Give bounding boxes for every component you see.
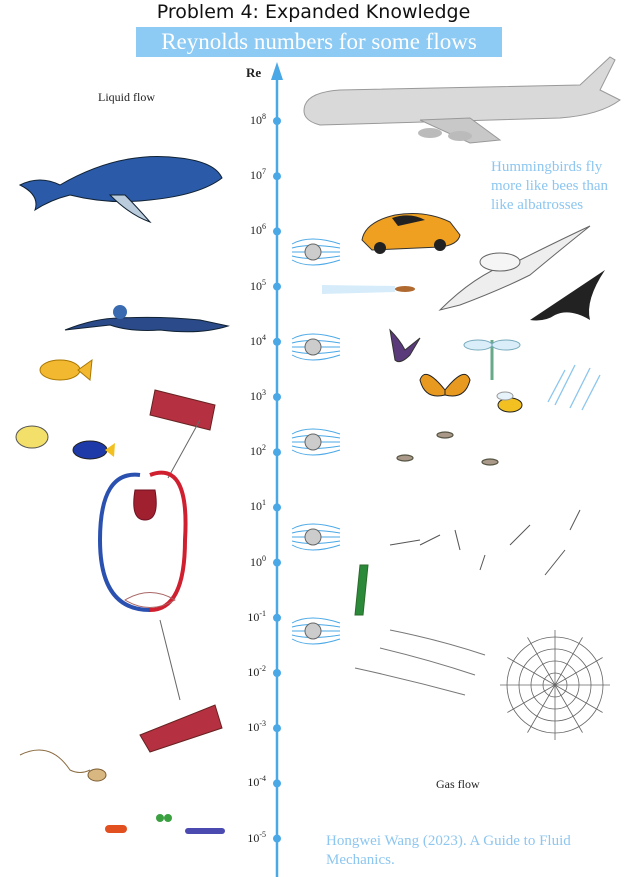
tick-label: 107 <box>250 167 266 183</box>
tick-label: 10-1 <box>247 608 266 624</box>
bullet <box>322 285 415 294</box>
heart-circulation <box>97 470 188 701</box>
tick-label: 103 <box>250 388 266 403</box>
swimmer <box>64 305 230 333</box>
tick-label: 10-4 <box>247 774 266 790</box>
web-strand <box>554 684 583 733</box>
axis-arrow <box>271 62 283 80</box>
cylinder <box>304 622 322 640</box>
tick-label: 104 <box>250 332 266 348</box>
cylinder <box>304 243 322 261</box>
tick-dot <box>273 337 281 346</box>
sports-car <box>361 213 461 254</box>
tick-dot <box>273 227 281 236</box>
tick-label: 100 <box>250 553 266 569</box>
spider-web <box>500 630 610 740</box>
axis-label: Re <box>246 65 262 80</box>
streamline <box>291 259 341 266</box>
tick-dot <box>273 117 281 125</box>
streamline <box>291 523 341 530</box>
tropical-fish <box>15 425 115 460</box>
whale <box>18 156 223 224</box>
tick-label: 108 <box>250 112 266 127</box>
page-title: Problem 4: Expanded Knowledge <box>156 1 471 23</box>
tick-dot <box>273 448 281 457</box>
web-strand <box>554 657 603 686</box>
streamline <box>291 428 341 435</box>
tick-dot <box>273 558 281 567</box>
mosquitoes <box>396 431 499 466</box>
cylinder <box>304 528 322 546</box>
citation: Hongwei Wang (2023). A Guide to Fluid Me… <box>326 833 571 868</box>
streamline <box>291 544 341 551</box>
web-ring <box>506 636 604 734</box>
artery <box>149 389 216 479</box>
tick-dot <box>273 172 281 181</box>
web-strand <box>527 637 556 686</box>
web-ring <box>518 648 592 722</box>
tick-dot <box>273 669 281 677</box>
streamline <box>291 354 341 361</box>
tick-dot <box>273 613 281 622</box>
banner-title: Reynolds numbers for some flows <box>136 27 502 57</box>
swallow <box>530 270 605 321</box>
tick-label: 10-2 <box>247 664 266 679</box>
gas-flow-label: Gas flow <box>436 777 480 791</box>
tick-dot <box>273 779 281 788</box>
dragonfly <box>463 339 521 380</box>
airplane <box>303 56 621 144</box>
flow-around-cylinder-icons <box>291 238 341 645</box>
butterfly <box>419 373 471 397</box>
bee <box>496 391 523 413</box>
cylinder <box>304 433 322 451</box>
tick-label: 106 <box>250 222 266 238</box>
air-streamlines <box>354 629 486 696</box>
web-ring <box>530 660 580 710</box>
web-strand <box>554 684 603 713</box>
tick-dot <box>273 834 281 843</box>
streamline <box>291 449 341 456</box>
cylinder <box>304 338 322 356</box>
dandelion-seeds <box>354 509 581 616</box>
tick-label: 105 <box>250 277 266 293</box>
vein <box>139 704 223 753</box>
albatross <box>438 225 591 311</box>
goldfish <box>39 358 93 381</box>
streamline <box>291 638 341 645</box>
tick-dot <box>273 282 281 291</box>
liquid-flow-label: Liquid flow <box>98 90 155 104</box>
tick-label: 10-3 <box>247 719 266 735</box>
web-strand <box>507 657 556 686</box>
tick-label: 10-5 <box>247 829 266 845</box>
streamline <box>291 238 341 245</box>
streamline <box>291 333 341 340</box>
web-strand <box>527 684 556 733</box>
web-ring <box>542 672 568 698</box>
tick-dot <box>273 503 281 512</box>
web-strand <box>554 637 583 686</box>
hummingbird-note: Hummingbirds fly more like bees than lik… <box>491 159 609 213</box>
tick-label: 102 <box>250 443 266 459</box>
tick-dot <box>273 724 281 733</box>
bacteria <box>105 814 225 834</box>
raindrops <box>547 364 601 411</box>
sperm <box>19 749 107 782</box>
tick-dot <box>273 393 281 401</box>
hummingbird <box>389 328 421 363</box>
web-strand <box>507 684 556 713</box>
tick-label: 101 <box>250 498 266 514</box>
streamline <box>291 617 341 624</box>
